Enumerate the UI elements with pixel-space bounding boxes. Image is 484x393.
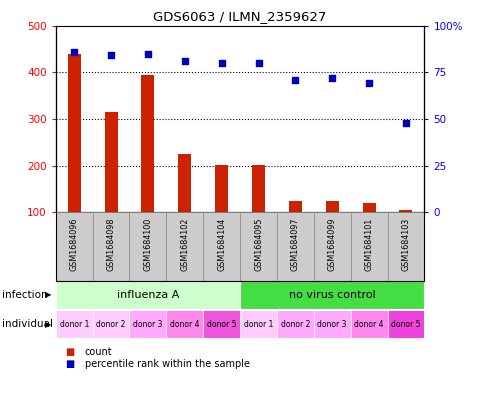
Point <box>328 75 335 81</box>
Text: GSM1684099: GSM1684099 <box>327 218 336 271</box>
Bar <box>215 165 227 212</box>
Bar <box>105 112 117 212</box>
Text: donor 2: donor 2 <box>280 320 309 329</box>
Point <box>217 60 225 66</box>
Text: GSM1684104: GSM1684104 <box>217 218 226 271</box>
Text: GSM1684097: GSM1684097 <box>290 218 299 271</box>
Text: donor 5: donor 5 <box>391 320 420 329</box>
Text: GSM1684101: GSM1684101 <box>364 218 373 271</box>
Bar <box>178 154 191 212</box>
Bar <box>141 75 154 212</box>
Bar <box>313 310 350 338</box>
Bar <box>252 165 264 212</box>
Bar <box>387 310 424 338</box>
Point <box>364 80 372 86</box>
Bar <box>56 212 92 281</box>
Bar <box>129 310 166 338</box>
Text: ■: ■ <box>65 358 75 369</box>
Bar <box>350 310 387 338</box>
Point <box>144 50 151 57</box>
Bar <box>203 212 240 281</box>
Text: count: count <box>85 347 112 357</box>
Text: donor 1: donor 1 <box>60 320 89 329</box>
Text: GSM1684098: GSM1684098 <box>106 218 115 271</box>
Bar <box>325 200 338 212</box>
Text: individual: individual <box>2 319 53 329</box>
Bar <box>387 212 424 281</box>
Bar <box>240 281 424 309</box>
Bar <box>399 210 411 212</box>
Text: donor 1: donor 1 <box>243 320 272 329</box>
Bar <box>362 203 375 212</box>
Text: donor 2: donor 2 <box>96 320 125 329</box>
Bar <box>276 212 313 281</box>
Bar <box>166 212 203 281</box>
Bar <box>129 212 166 281</box>
Text: donor 4: donor 4 <box>354 320 383 329</box>
Bar <box>288 200 301 212</box>
Bar <box>203 310 240 338</box>
Bar <box>166 310 203 338</box>
Bar <box>68 53 80 212</box>
Bar <box>240 310 276 338</box>
Text: ▶: ▶ <box>45 320 52 329</box>
Text: GSM1684095: GSM1684095 <box>254 218 262 271</box>
Point <box>70 48 78 55</box>
Bar <box>56 310 92 338</box>
Text: donor 4: donor 4 <box>170 320 199 329</box>
Point <box>181 58 188 64</box>
Title: GDS6063 / ILMN_2359627: GDS6063 / ILMN_2359627 <box>153 10 326 23</box>
Bar <box>92 310 129 338</box>
Text: ▶: ▶ <box>45 290 52 299</box>
Point <box>291 77 299 83</box>
Text: GSM1684103: GSM1684103 <box>401 218 409 271</box>
Text: influenza A: influenza A <box>117 290 179 300</box>
Text: infection: infection <box>2 290 48 300</box>
Point <box>107 52 115 59</box>
Text: ■: ■ <box>65 347 75 357</box>
Text: donor 3: donor 3 <box>133 320 162 329</box>
Text: GSM1684096: GSM1684096 <box>70 218 78 271</box>
Point <box>401 119 409 126</box>
Text: no virus control: no virus control <box>288 290 375 300</box>
Point <box>254 60 262 66</box>
Text: GSM1684100: GSM1684100 <box>143 218 152 271</box>
Bar <box>56 281 240 309</box>
Bar <box>92 212 129 281</box>
Bar <box>350 212 387 281</box>
Text: percentile rank within the sample: percentile rank within the sample <box>85 358 249 369</box>
Text: GSM1684102: GSM1684102 <box>180 218 189 271</box>
Text: donor 3: donor 3 <box>317 320 346 329</box>
Text: donor 5: donor 5 <box>207 320 236 329</box>
Bar <box>313 212 350 281</box>
Bar <box>240 212 276 281</box>
Bar <box>276 310 313 338</box>
